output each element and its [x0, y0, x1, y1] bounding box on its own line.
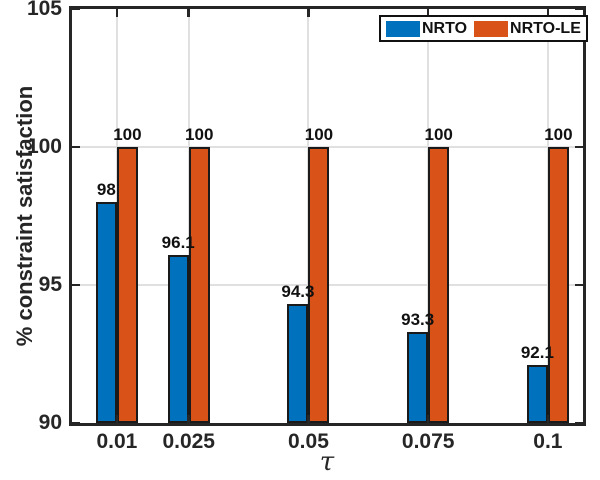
- bar-nrto-0.025: [167, 254, 189, 423]
- bar-value-label-nrto-le-0.05: 100: [304, 125, 334, 144]
- x-tick-mark-top-0.1: [546, 9, 550, 17]
- bar-nrto-0.075: [407, 331, 429, 423]
- y-tick-mark-right-100: [575, 145, 583, 149]
- y-tick-label-105: 105: [26, 0, 62, 21]
- y-tick-mark-left-105: [72, 7, 80, 11]
- y-tick-mark-right-95: [575, 283, 583, 287]
- bar-nrto-le-0.1: [547, 147, 569, 423]
- bar-value-label-nrto-0.05: 94.3: [281, 282, 315, 302]
- x-tick-label-0.05: 0.05: [288, 430, 329, 453]
- x-tick-mark-bottom-0.075: [426, 415, 430, 423]
- y-tick-mark-right-90: [575, 421, 583, 425]
- x-tick-label-0.075: 0.075: [401, 430, 455, 453]
- y-tick-label-100: 100: [26, 135, 62, 159]
- legend-label-nrto-le: NRTO-LE: [510, 19, 581, 37]
- bar-nrto-0.05: [287, 304, 309, 423]
- y-tick-label-95: 95: [38, 273, 62, 297]
- bar-nrto-le-0.01: [116, 147, 138, 423]
- y-tick-label-90: 90: [38, 411, 62, 435]
- x-tick-mark-top-0.025: [187, 9, 190, 17]
- legend-swatch-nrto: [386, 20, 420, 37]
- x-tick-mark-bottom-0.01: [115, 415, 119, 423]
- bar-value-label-nrto-0.025: 96.1: [161, 232, 195, 252]
- bar-value-label-nrto-le-0.01: 100: [113, 125, 142, 144]
- x-tick-label-0.1: 0.1: [533, 430, 563, 453]
- x-tick-mark-bottom-0.1: [546, 415, 550, 423]
- bar-nrto-le-0.025: [188, 147, 210, 423]
- bar-nrto-le-0.075: [428, 147, 450, 423]
- x-tick-mark-bottom-0.05: [307, 415, 310, 423]
- legend: NRTO NRTO-LE: [379, 15, 588, 42]
- x-tick-mark-bottom-0.025: [187, 415, 190, 423]
- y-axis-label: % constraint satisfaction: [12, 85, 37, 347]
- bar-nrto-le-0.05: [308, 147, 330, 423]
- x-tick-mark-top-0.075: [426, 9, 430, 17]
- bar-value-label-nrto-0.1: 92.1: [520, 343, 554, 363]
- bar-nrto-0.01: [95, 202, 117, 423]
- y-tick-mark-left-100: [72, 145, 80, 149]
- x-axis-label: τ: [319, 447, 335, 477]
- bar-value-label-nrto-le-0.025: 100: [185, 125, 214, 144]
- bar-value-label-nrto-0.075: 93.3: [401, 309, 435, 329]
- y-tick-mark-left-95: [72, 283, 80, 287]
- y-tick-mark-right-105: [575, 7, 583, 11]
- plot-area: 98 100 96.1 100 94.3 100 93.3 100 92.1 100: [72, 7, 583, 425]
- legend-swatch-nrto-le: [474, 20, 509, 37]
- bar-nrto-0.1: [526, 365, 548, 423]
- bar-value-label-nrto-le-0.1: 100: [544, 125, 573, 144]
- x-tick-label-0.025: 0.025: [162, 430, 215, 453]
- x-tick-mark-top-0.01: [115, 9, 119, 17]
- x-tick-mark-top-0.05: [307, 9, 310, 17]
- y-tick-mark-left-90: [72, 421, 80, 425]
- x-tick-label-0.01: 0.01: [96, 430, 138, 453]
- legend-label-nrto: NRTO: [422, 19, 468, 37]
- bar-value-label-nrto-le-0.075: 100: [424, 125, 453, 144]
- bar-value-label-nrto-0.01: 98: [96, 180, 116, 200]
